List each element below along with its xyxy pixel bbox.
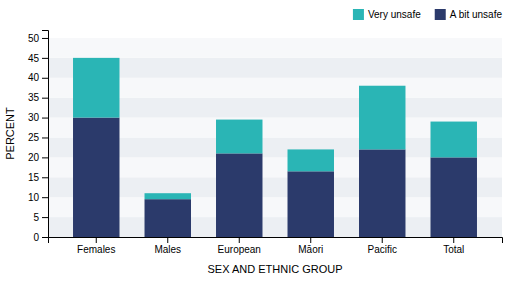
y-tick: 0 [33,232,48,243]
x-tick-label: Pacific [368,244,397,255]
bar [288,149,334,171]
bar [359,86,405,150]
bar [216,120,262,154]
y-tick: 30 [28,112,48,123]
x-tick: Māori [298,237,323,255]
y-tick: 5 [33,212,48,223]
x-tick: European [218,237,261,255]
y-tick-line [42,118,48,119]
y-tick: 25 [28,132,48,143]
grid-band [48,38,502,58]
x-tick-line [96,237,97,243]
legend-label: Very unsafe [368,9,421,20]
y-axis: 0 5 10 15 20 25 30 35 40 45 50 [28,31,49,243]
y-tick-line [42,58,48,59]
x-tick-label: Total [443,244,464,255]
bar [216,153,262,237]
bar-series [73,118,477,237]
x-tick: Pacific [368,237,397,255]
x-axis-title: SEX AND ETHNIC GROUP [207,263,342,275]
x-tick-label: Females [77,244,115,255]
y-tick-label: 25 [28,132,40,143]
bar [431,122,477,158]
y-tick-line [42,197,48,198]
y-tick-line [42,38,48,39]
legend-swatch [353,9,364,20]
y-tick: 40 [28,72,48,83]
y-tick: 50 [28,33,48,44]
y-tick-label: 45 [28,53,40,64]
y-tick-line [42,217,48,218]
y-tick-label: 20 [28,152,40,163]
y-tick-label: 10 [28,192,40,203]
x-tick-line [310,237,311,243]
bar [145,199,191,237]
legend: Very unsafe A bit unsafe [353,9,503,20]
grid [48,38,502,237]
bar [288,171,334,237]
y-tick-line [42,177,48,178]
bar [73,58,119,118]
x-tick-label: European [218,244,261,255]
y-tick: 35 [28,92,48,103]
chart-container: 0 5 10 15 20 25 30 35 40 45 50 Females Males European… [0,0,516,281]
y-tick-label: 30 [28,112,40,123]
x-tick-line [382,237,383,243]
bar [145,193,191,199]
y-axis-line [42,31,49,238]
y-tick: 45 [28,53,48,64]
y-tick: 20 [28,152,48,163]
bar [359,149,405,237]
legend-item: Very unsafe [353,9,421,20]
x-axis: Females Males European Māori Pacific Total [49,237,503,255]
x-axis-line [49,238,503,244]
bars [73,58,477,237]
bar [73,118,119,237]
y-tick-label: 40 [28,72,40,83]
x-tick: Females [77,237,115,255]
y-tick-line [42,237,48,238]
y-tick-line [42,137,48,138]
x-tick-label: Males [154,244,181,255]
y-tick-line [42,98,48,99]
plot-area [48,38,502,237]
x-tick: Total [443,237,464,255]
legend-label: A bit unsafe [450,9,503,20]
y-tick-label: 15 [28,172,40,183]
bar-series [73,58,477,199]
x-tick-line [453,237,454,243]
y-tick-label: 5 [33,212,39,223]
chart-svg: 0 5 10 15 20 25 30 35 40 45 50 Females Males European… [0,0,516,281]
legend-swatch [435,9,446,20]
x-tick-label: Māori [298,244,323,255]
legend-item: A bit unsafe [435,9,503,20]
y-tick: 15 [28,172,48,183]
x-tick: Males [154,237,181,255]
x-tick-line [167,237,168,243]
y-tick-line [42,78,48,79]
y-axis-title: PERCENT [4,107,16,160]
y-tick: 10 [28,192,48,203]
y-tick-line [42,157,48,158]
y-tick-label: 35 [28,92,40,103]
y-tick-label: 0 [33,232,39,243]
x-tick-line [239,237,240,243]
bar [431,157,477,237]
y-tick-label: 50 [28,33,40,44]
